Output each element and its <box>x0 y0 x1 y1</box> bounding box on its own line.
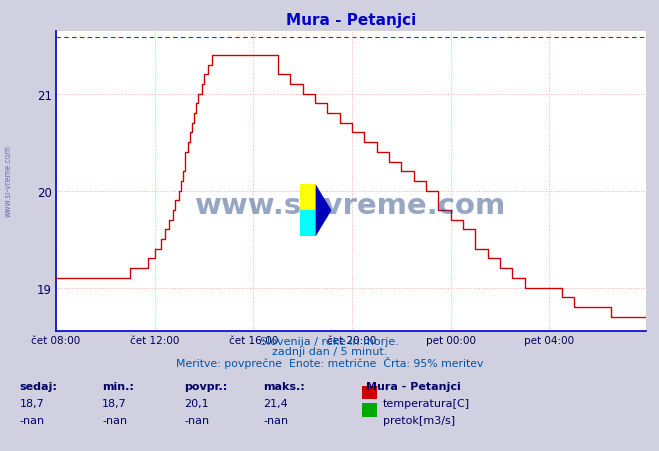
Text: zadnji dan / 5 minut.: zadnji dan / 5 minut. <box>272 346 387 356</box>
Text: www.si-vreme.com: www.si-vreme.com <box>3 144 13 216</box>
Text: -nan: -nan <box>185 415 210 425</box>
Text: 18,7: 18,7 <box>102 398 127 408</box>
Text: 18,7: 18,7 <box>20 398 45 408</box>
Text: temperatura[C]: temperatura[C] <box>383 398 470 408</box>
Text: maks.:: maks.: <box>264 381 305 391</box>
Polygon shape <box>300 185 316 211</box>
Text: sedaj:: sedaj: <box>20 381 57 391</box>
Polygon shape <box>300 211 316 237</box>
Text: -nan: -nan <box>264 415 289 425</box>
Title: Mura - Petanjci: Mura - Petanjci <box>286 13 416 28</box>
Text: 20,1: 20,1 <box>185 398 209 408</box>
Polygon shape <box>316 185 331 237</box>
Text: Meritve: povprečne  Enote: metrične  Črta: 95% meritev: Meritve: povprečne Enote: metrične Črta:… <box>176 356 483 368</box>
Text: www.si-vreme.com: www.si-vreme.com <box>195 192 507 220</box>
Text: -nan: -nan <box>102 415 127 425</box>
Text: pretok[m3/s]: pretok[m3/s] <box>383 415 455 425</box>
Text: Mura - Petanjci: Mura - Petanjci <box>366 381 461 391</box>
Text: povpr.:: povpr.: <box>185 381 228 391</box>
Text: min.:: min.: <box>102 381 134 391</box>
Text: Slovenija / reke in morje.: Slovenija / reke in morje. <box>260 336 399 346</box>
Text: 21,4: 21,4 <box>264 398 289 408</box>
Text: -nan: -nan <box>20 415 45 425</box>
